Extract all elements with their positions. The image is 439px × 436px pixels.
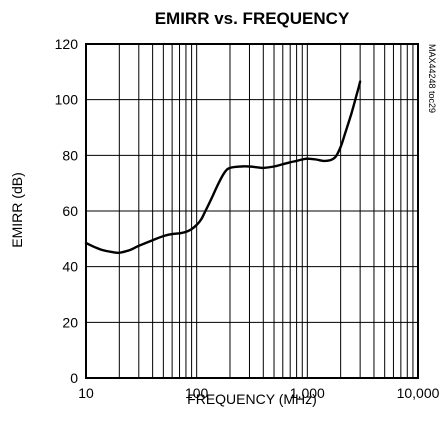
x-tick-label: 100 (185, 385, 209, 401)
x-axis-label: FREQUENCY (MHz) (187, 391, 317, 407)
chart-title: EMIRR vs. FREQUENCY (155, 9, 350, 28)
x-tick-label: 10,000 (397, 385, 439, 401)
x-tick-labels: 10 100 1,000 10,000 (78, 385, 439, 401)
x-tick-label: 1,000 (290, 385, 325, 401)
y-tick-labels: 0 20 40 60 80 100 120 (55, 36, 79, 386)
plot-frame (85, 43, 419, 379)
y-tick-label: 60 (62, 203, 78, 219)
x-tick-label: 10 (78, 385, 94, 401)
figure-code: MAX44248 toc29 (427, 44, 437, 113)
y-tick-label: 40 (62, 259, 78, 275)
y-tick-label: 100 (55, 92, 79, 108)
grid-lines (86, 44, 418, 378)
y-axis-label: EMIRR (dB) (9, 172, 25, 247)
y-tick-label: 20 (62, 314, 78, 330)
y-tick-label: 80 (62, 147, 78, 163)
y-tick-label: 0 (70, 370, 78, 386)
emirr-curve (84, 80, 362, 255)
y-tick-label: 120 (55, 36, 79, 52)
